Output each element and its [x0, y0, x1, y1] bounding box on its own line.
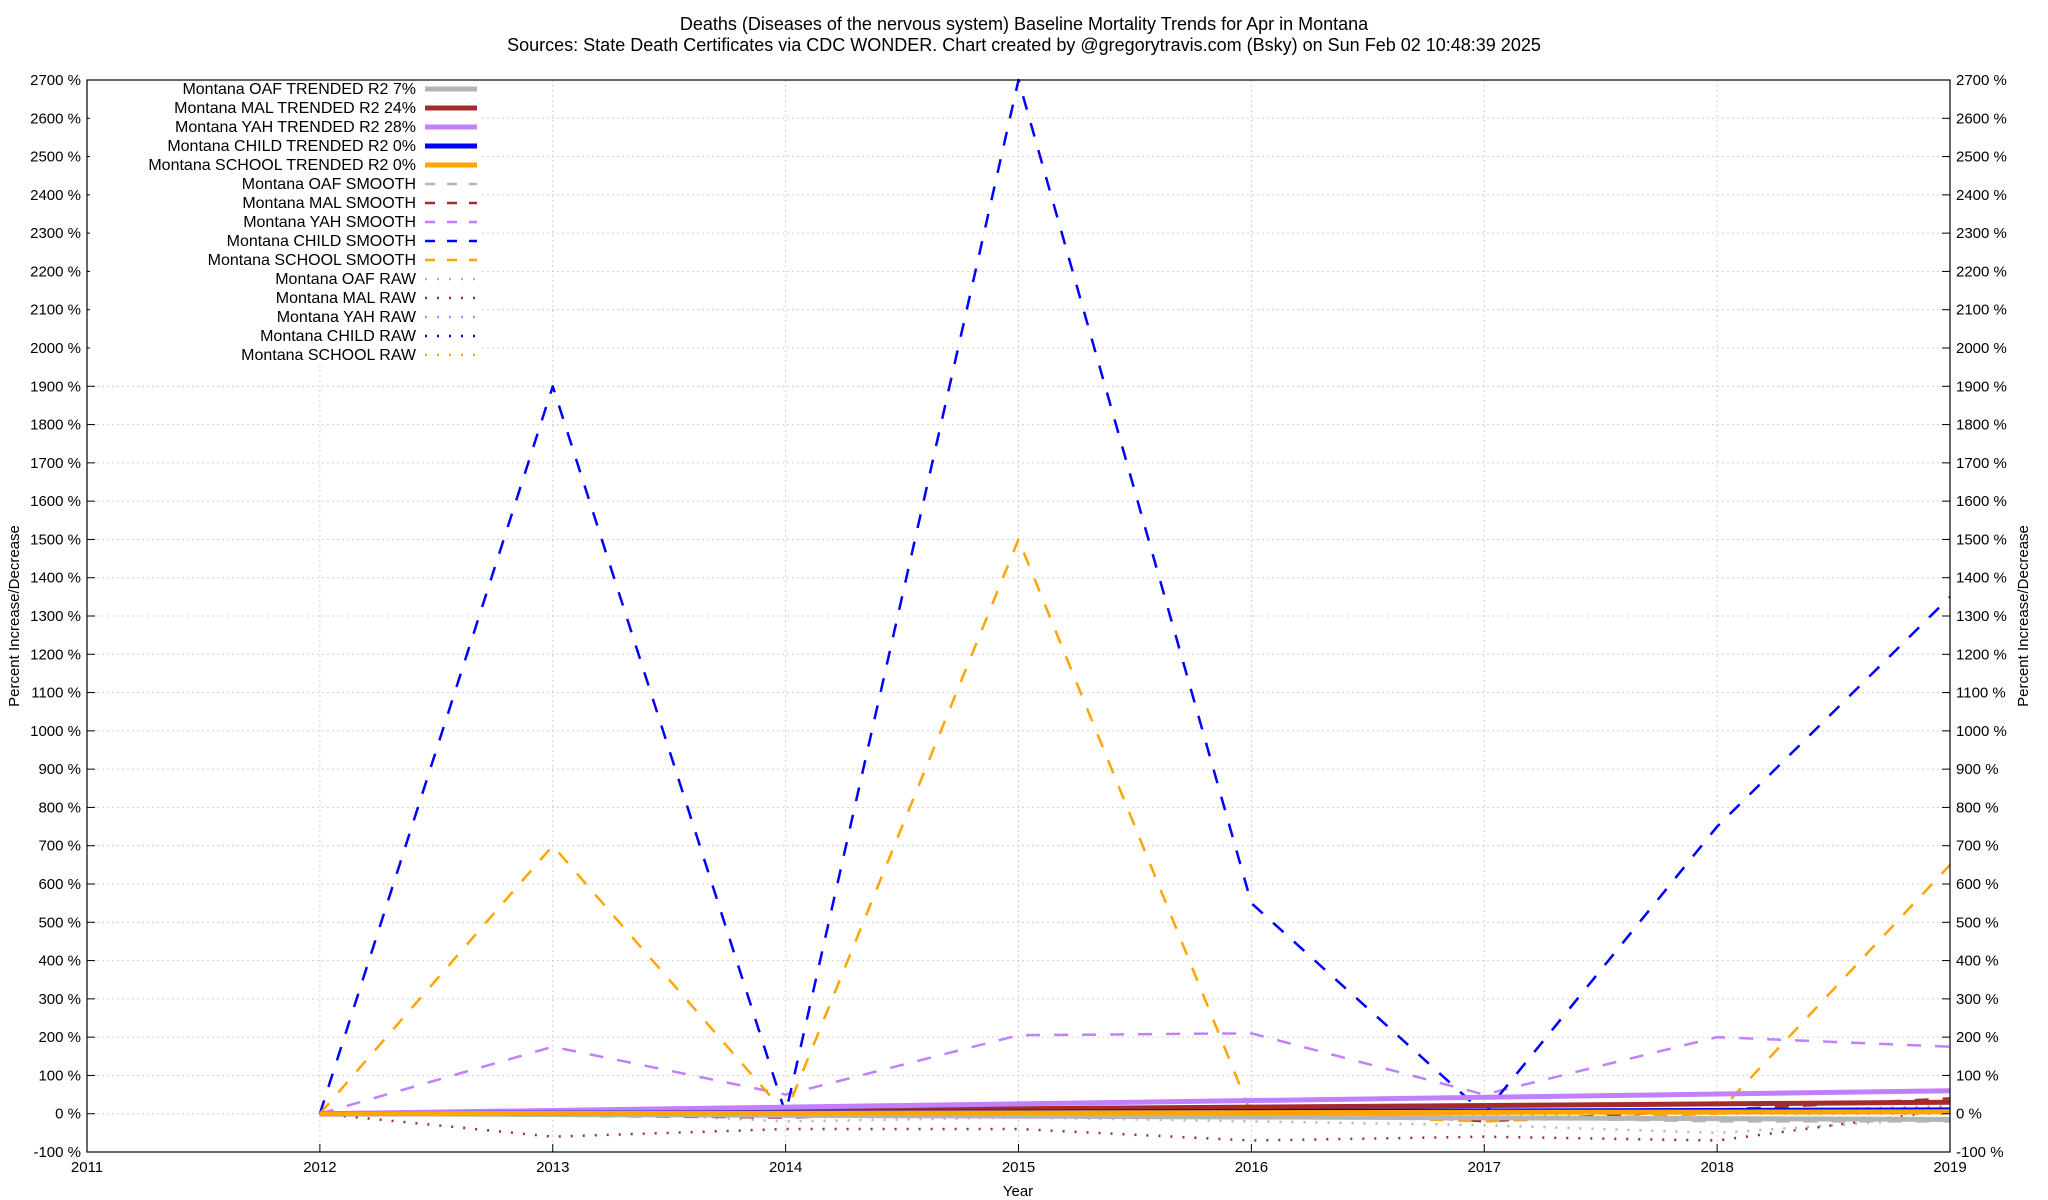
y-tick-label-right: 300 % [1956, 991, 1999, 1008]
y-tick-label-left: 900 % [38, 761, 81, 778]
y-tick-label-right: 2600 % [1956, 110, 2007, 127]
series-line [319, 1032, 1951, 1115]
legend-label: Montana MAL TRENDED R2 24% [174, 100, 416, 117]
y-tick-label-right: 600 % [1956, 876, 1999, 893]
y-tick-label-left: 300 % [38, 991, 81, 1008]
x-tick-label: 2015 [1002, 1159, 1035, 1176]
y-tick-label-left: 2500 % [30, 149, 81, 166]
y-tick-label-right: 1200 % [1956, 646, 2007, 663]
y-tick-label-left: 2000 % [30, 340, 81, 357]
y-axis-label-left: Percent Increase/Decrease [6, 525, 23, 707]
legend-label: Montana SCHOOL RAW [241, 347, 417, 364]
y-tick-label-right: 2400 % [1956, 187, 2007, 204]
y-tick-label-right: 2100 % [1956, 302, 2007, 319]
legend-label: Montana CHILD TRENDED R2 0% [167, 138, 416, 155]
legend-label: Montana MAL SMOOTH [242, 195, 416, 212]
y-tick-label-left: 100 % [38, 1067, 81, 1084]
y-tick-label-right: 1500 % [1956, 531, 2007, 548]
legend-label: Montana OAF SMOOTH [242, 176, 416, 193]
y-tick-label-left: 200 % [38, 1029, 81, 1046]
x-tick-label: 2014 [769, 1159, 802, 1176]
legend-label: Montana CHILD SMOOTH [227, 233, 416, 250]
legend-label: Montana MAL RAW [276, 290, 417, 307]
y-tick-label-left: 1500 % [30, 531, 81, 548]
y-tick-label-left: 2600 % [30, 110, 81, 127]
y-tick-label-left: -100 % [33, 1144, 81, 1161]
y-tick-label-right: 1400 % [1956, 570, 2007, 587]
x-tick-label: 2019 [1933, 1159, 1966, 1176]
y-tick-label-right: 500 % [1956, 914, 1999, 931]
legend-label: Montana CHILD RAW [260, 328, 417, 345]
legend-label: Montana YAH TRENDED R2 28% [175, 119, 416, 136]
y-tick-label-right: 1800 % [1956, 417, 2007, 434]
series-line [319, 1109, 1951, 1117]
y-tick-label-right: 1700 % [1956, 455, 2007, 472]
series-layer [318, 78, 1951, 1142]
x-tick-label: 2011 [71, 1159, 103, 1176]
y-tick-label-right: 400 % [1956, 953, 1999, 970]
series-line [318, 78, 1951, 1115]
x-axis-label: Year [1003, 1183, 1033, 1200]
y-tick-label-left: 2200 % [30, 263, 81, 280]
y-tick-label-left: 1400 % [30, 570, 81, 587]
y-tick-label-left: 1100 % [31, 685, 81, 702]
y-tick-label-left: 1600 % [30, 493, 81, 510]
y-tick-label-left: 400 % [38, 953, 81, 970]
legend-label: Montana YAH SMOOTH [243, 214, 416, 231]
series-line [319, 1088, 1951, 1117]
legend-background [90, 81, 482, 364]
series-line [319, 1108, 1951, 1142]
legend-label: Montana OAF RAW [275, 271, 417, 288]
y-tick-label-right: 800 % [1956, 799, 1999, 816]
legend-label: Montana YAH RAW [277, 309, 417, 326]
legend-label: Montana SCHOOL SMOOTH [208, 252, 416, 269]
y-tick-label-left: 0 % [55, 1106, 81, 1123]
y-tick-label-right: 2500 % [1956, 149, 2007, 166]
y-tick-label-left: 700 % [38, 838, 81, 855]
y-tick-label-left: 600 % [38, 876, 81, 893]
y-tick-label-left: 2100 % [30, 302, 81, 319]
y-tick-label-right: 2700 % [1956, 72, 2007, 89]
y-tick-label-right: 1000 % [1956, 723, 2007, 740]
y-tick-label-left: 1000 % [30, 723, 81, 740]
y-tick-label-left: 2400 % [30, 187, 81, 204]
y-tick-label-right: 900 % [1956, 761, 1999, 778]
y-axis-label-right: Percent Increase/Decrease [2015, 525, 2032, 707]
y-tick-label-right: 1300 % [1956, 608, 2007, 625]
x-tick-label: 2017 [1468, 1159, 1501, 1176]
chart-title: Deaths (Diseases of the nervous system) … [680, 14, 1369, 34]
y-tick-label-left: 1700 % [30, 455, 81, 472]
y-tick-label-right: -100 % [1956, 1144, 2004, 1161]
y-tick-label-right: 2000 % [1956, 340, 2007, 357]
y-tick-label-right: 2200 % [1956, 263, 2007, 280]
y-tick-label-right: 0 % [1956, 1106, 1982, 1123]
y-tick-label-left: 2300 % [30, 225, 81, 242]
chart-subtitle: Sources: State Death Certificates via CD… [507, 35, 1541, 55]
y-tick-label-left: 1900 % [30, 378, 81, 395]
y-tick-label-right: 1100 % [1956, 685, 2006, 702]
legend: Montana OAF TRENDED R2 7% Montana MAL TRE… [90, 81, 482, 364]
y-tick-label-left: 1300 % [30, 608, 81, 625]
tick-layer: 2011 2012 2013 2014 2015 2016 2017 2018 2019-100… [30, 72, 2007, 1176]
y-tick-label-left: 500 % [38, 914, 81, 931]
y-tick-label-left: 1200 % [30, 646, 81, 663]
x-tick-label: 2016 [1235, 1159, 1268, 1176]
x-tick-label: 2013 [536, 1159, 569, 1176]
x-tick-label: 2018 [1700, 1159, 1733, 1176]
y-tick-label-right: 1900 % [1956, 378, 2007, 395]
x-tick-label: 2012 [303, 1159, 336, 1176]
y-tick-label-right: 100 % [1956, 1067, 1999, 1084]
y-tick-label-left: 1800 % [30, 417, 81, 434]
y-tick-label-left: 2700 % [30, 72, 81, 89]
y-tick-label-right: 200 % [1956, 1029, 1999, 1046]
y-tick-label-right: 2300 % [1956, 225, 2007, 242]
legend-label: Montana OAF TRENDED R2 7% [182, 81, 416, 98]
y-tick-label-right: 700 % [1956, 838, 1999, 855]
y-tick-label-right: 1600 % [1956, 493, 2007, 510]
y-tick-label-left: 800 % [38, 799, 81, 816]
legend-label: Montana SCHOOL TRENDED R2 0% [148, 157, 416, 174]
